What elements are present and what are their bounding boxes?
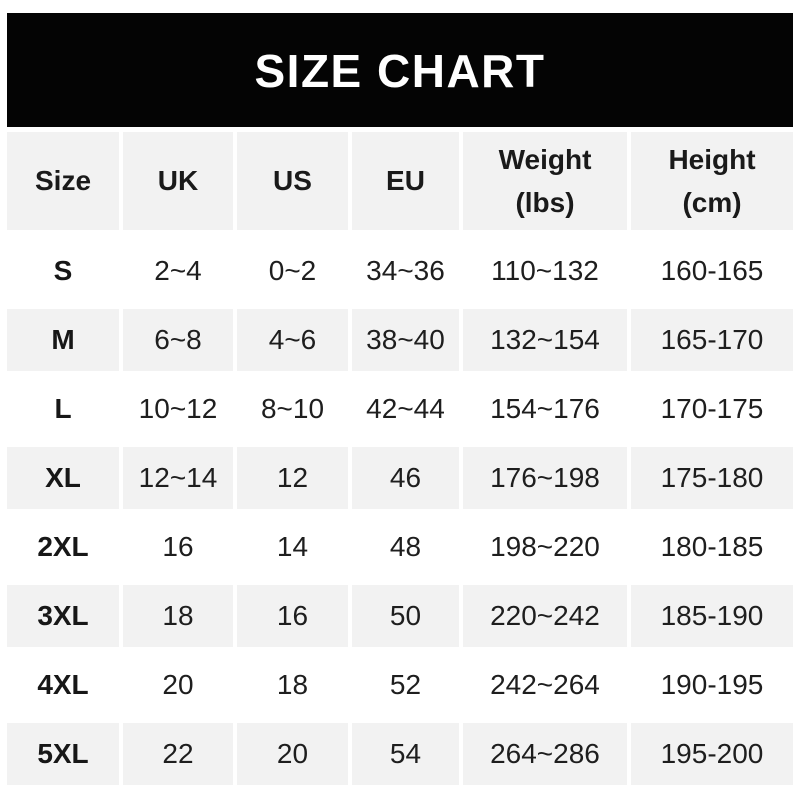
cell-us: 18 [276,669,309,700]
column-header-label: Size [34,165,92,197]
column-header-eu: EU [352,132,459,230]
table-row: 3XL 18 16 50 220~242 185-190 [7,585,793,647]
column-header-weight: Weight (lbs) [463,132,627,230]
cell-uk: 2~4 [154,255,202,286]
cell-us: 8~10 [260,393,325,424]
cell-size: 4XL [37,669,89,700]
column-header-label: Weight (lbs) [498,143,592,218]
cell-us: 4~6 [237,309,348,371]
cell-size: 5XL [7,723,119,785]
cell-uk: 6~8 [123,309,233,371]
cell-weight: 132~154 [463,309,627,371]
cell-weight: 220~242 [463,585,627,647]
cell-size: XL [7,447,119,509]
cell-us: 20 [237,723,348,785]
table-row: S 2~4 0~2 34~36 110~132 160-165 [7,240,793,302]
table-body: S 2~4 0~2 34~36 110~132 160-165 M 6~8 4~6 38~40 13… [7,240,793,785]
cell-us: 12 [237,447,348,509]
column-header-uk: UK [123,132,233,230]
cell-weight: 198~220 [490,531,600,562]
cell-eu: 48 [389,531,422,562]
cell-weight: 264~286 [463,723,627,785]
cell-uk: 22 [123,723,233,785]
cell-weight: 154~176 [490,393,600,424]
cell-height: 160-165 [660,255,764,286]
cell-height: 165-170 [631,309,793,371]
table-row: L 10~12 8~10 42~44 154~176 170-175 [7,378,793,440]
cell-uk: 18 [123,585,233,647]
column-header-label: Height (cm) [668,143,756,218]
cell-height: 180-185 [660,531,764,562]
cell-size: 3XL [7,585,119,647]
cell-uk: 12~14 [123,447,233,509]
cell-uk: 10~12 [138,393,218,424]
table-row: 2XL 16 14 48 198~220 180-185 [7,516,793,578]
cell-size: L [54,393,72,424]
table-row: 5XL 22 20 54 264~286 195-200 [7,723,793,785]
title-banner: SIZE CHART [7,13,793,127]
cell-eu: 46 [352,447,459,509]
cell-eu: 54 [352,723,459,785]
column-header-label: US [273,165,312,197]
table-row: XL 12~14 12 46 176~198 175-180 [7,447,793,509]
cell-height: 185-190 [631,585,793,647]
table-row: 4XL 20 18 52 242~264 190-195 [7,654,793,716]
cell-us: 14 [276,531,309,562]
column-header-label: UK [157,165,199,197]
cell-height: 190-195 [660,669,764,700]
column-header-label: EU [386,165,425,197]
page-title: SIZE CHART [254,45,546,97]
cell-weight: 110~132 [491,255,599,286]
cell-eu: 50 [352,585,459,647]
cell-size: M [7,309,119,371]
cell-eu: 34~36 [366,255,445,286]
cell-weight: 242~264 [490,669,600,700]
cell-height: 175-180 [631,447,793,509]
cell-height: 170-175 [660,393,764,424]
cell-uk: 16 [162,531,194,562]
table-row: M 6~8 4~6 38~40 132~154 165-170 [7,309,793,371]
cell-uk: 20 [162,669,194,700]
cell-us: 0~2 [268,255,317,286]
cell-size: S [53,255,73,286]
cell-size: 2XL [37,531,89,562]
header-row: Size UK US EU Weight (lbs) Height (cm) [7,132,793,230]
column-header-us: US [237,132,348,230]
column-header-height: Height (cm) [631,132,793,230]
cell-us: 16 [237,585,348,647]
cell-weight: 176~198 [463,447,627,509]
column-header-size: Size [7,132,119,230]
cell-height: 195-200 [631,723,793,785]
cell-eu: 38~40 [352,309,459,371]
cell-eu: 52 [389,669,422,700]
cell-eu: 42~44 [366,393,445,424]
